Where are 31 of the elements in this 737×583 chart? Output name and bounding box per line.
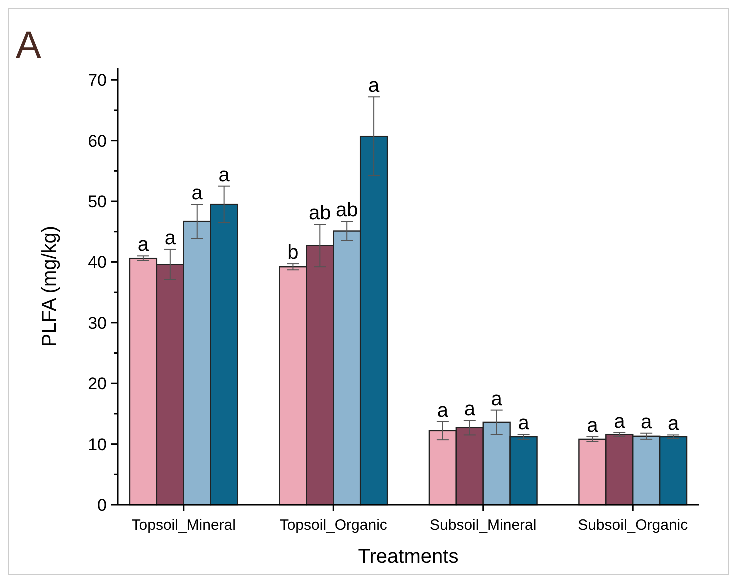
data-label: a [587,415,600,438]
data-label: a [138,234,150,256]
data-label: a [518,412,530,435]
data-label: a [614,410,626,433]
data-label: b [288,242,299,264]
data-label: a [464,398,476,421]
x-tick-label: Topsoil_Mineral [132,517,236,534]
data-label: a [218,164,231,186]
data-label: a [368,75,380,98]
y-tick-label: 20 [88,374,107,394]
y-axis-title: PLFA (mg/kg) [39,226,61,348]
y-tick-label: 0 [98,496,107,515]
y-tick-label: 70 [88,71,107,90]
y-tick-label: 10 [88,435,107,454]
x-tick-label: Topsoil_Organic [280,517,388,534]
y-tick-label: 60 [88,132,107,151]
data-label: a [164,227,177,250]
y-tick-label: 30 [88,314,107,333]
x-tick-label: Subsoil_Mineral [430,517,537,534]
x-axis-title: Treatments [358,546,459,568]
y-tick-label: 40 [88,253,107,272]
data-label: ab [309,202,332,225]
y-tick-label: 50 [88,192,107,212]
x-tick-label: Subsoil_Organic [578,517,689,534]
data-label: ab [336,200,358,222]
text: A [16,25,42,67]
data-label: a [668,413,680,436]
data-label: a [192,182,204,205]
data-label: a [491,388,504,410]
data-label: a [641,411,654,434]
data-label: a [437,400,450,422]
